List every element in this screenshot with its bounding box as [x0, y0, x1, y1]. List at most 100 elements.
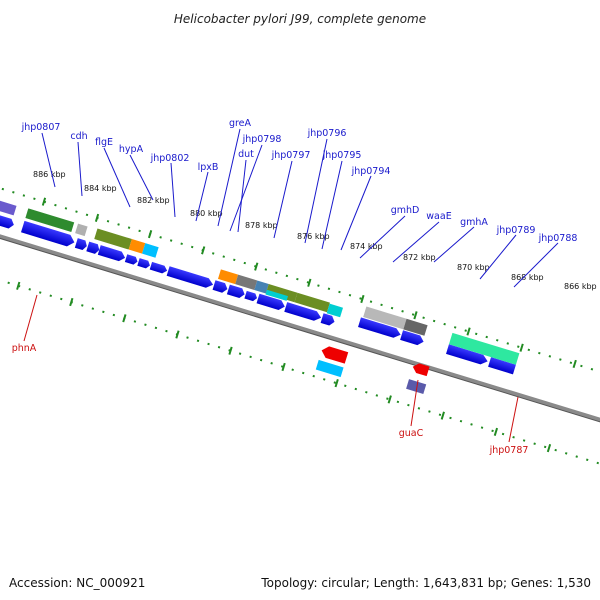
gene-label-gmhd[interactable]: gmhD: [391, 205, 420, 216]
gene-label-hypa[interactable]: hypA: [119, 144, 144, 155]
gene-bar: [235, 274, 258, 291]
kbp-label: 870 kbp: [457, 263, 490, 272]
outer-major-tick: [94, 213, 100, 223]
gene-features: [0, 200, 520, 365]
kbp-label: 882 kbp: [137, 196, 170, 205]
outer-major-tick: [360, 294, 365, 304]
gene-label-jhp0802[interactable]: jhp0802: [150, 153, 190, 164]
map-title: Helicobacter pylori J99, complete genome: [174, 12, 426, 26]
cds-arrow: [74, 238, 87, 251]
outer-major-tick: [254, 262, 259, 271]
outer-major-tick: [201, 246, 206, 255]
outer-major-tick: [413, 311, 418, 320]
gene-label-jhp0798[interactable]: jhp0798: [242, 134, 282, 145]
gene-bar: [294, 292, 330, 313]
kbp-label: 872 kbp: [403, 253, 436, 262]
outer-major-tick: [519, 343, 524, 352]
accession-text: Accession: NC_000921: [9, 576, 145, 590]
gene-bar: [25, 208, 75, 232]
inner-major-tick: [493, 427, 499, 436]
cds-arrow: [400, 330, 424, 346]
inner-major-tick: [334, 379, 339, 388]
outer-major-tick: [572, 359, 577, 369]
cds-arrow: [0, 215, 14, 229]
cds-arrow: [358, 317, 401, 338]
gene-label-waae[interactable]: waaE: [426, 211, 451, 222]
outer-major-tick: [147, 230, 153, 239]
cds-arrow: [244, 290, 258, 302]
outer-major-ticks: [41, 197, 577, 369]
gene-bar: [265, 283, 298, 303]
gene-bar: [142, 243, 159, 258]
inner-major-tick: [16, 281, 21, 290]
inner-major-ticks: [16, 281, 552, 453]
kbp-labels: 886 kbp 884 kbp 882 kbp 880 kbp 878 kbp …: [33, 170, 597, 291]
gene-label-jhp0789[interactable]: jhp0789: [496, 225, 536, 236]
kbp-label: 866 kbp: [564, 282, 597, 291]
cds-arrow: [86, 241, 100, 254]
gene-label-jhp0796[interactable]: jhp0796: [307, 128, 347, 139]
reverse-features: [315, 346, 430, 394]
kbp-label: 868 kbp: [511, 273, 544, 282]
cds-arrow: [137, 258, 150, 269]
gene-label-cdh[interactable]: cdh: [70, 131, 87, 142]
gene-bar: [128, 239, 146, 254]
gene-label-jhp0795[interactable]: jhp0795: [322, 150, 362, 161]
gene-bar: [448, 332, 520, 365]
inner-major-tick: [228, 346, 233, 355]
kbp-label: 880 kbp: [190, 209, 223, 218]
gene-label-jhp0797[interactable]: jhp0797: [271, 150, 311, 161]
gene-label-dut[interactable]: dut: [238, 149, 254, 160]
cds-arrow: [226, 284, 245, 298]
inner-tick-track: [0, 249, 600, 468]
gene-label-phna[interactable]: phnA: [12, 343, 37, 354]
kbp-label: 874 kbp: [350, 242, 383, 251]
outer-tick-track: [0, 165, 600, 384]
inner-major-tick: [281, 362, 286, 372]
cds-arrow: [97, 245, 126, 262]
reverse-callout-lines: [23, 294, 519, 443]
reverse-gene-labels: phnA guaC jhp0787: [12, 343, 529, 456]
gene-bar: [326, 303, 344, 318]
gene-label-flge[interactable]: flgE: [95, 137, 113, 148]
kbp-label: 886 kbp: [33, 170, 66, 179]
genome-track: [0, 165, 600, 468]
gene-bar: [94, 228, 132, 250]
cds-arrow: [149, 261, 168, 274]
gene-label-lpxb[interactable]: lpxB: [198, 162, 219, 173]
inner-major-tick: [387, 395, 392, 404]
gene-label-jhp0794[interactable]: jhp0794: [351, 166, 391, 177]
cds-features: [0, 215, 516, 375]
gene-label-jhp0788[interactable]: jhp0788: [538, 233, 578, 244]
reverse-arrow: [412, 363, 430, 377]
cds-arrow: [446, 344, 488, 365]
gene-label-guac[interactable]: guaC: [399, 428, 424, 439]
inner-major-tick: [175, 330, 180, 339]
outer-major-tick: [41, 197, 47, 206]
reverse-gene-bar: [315, 359, 344, 378]
cds-arrow: [212, 280, 228, 293]
cds-arrow: [256, 293, 285, 310]
kbp-label: 876 kbp: [297, 232, 330, 241]
gene-bar: [0, 200, 17, 216]
gene-label-grea[interactable]: greA: [229, 118, 252, 129]
gene-label-jhp0807[interactable]: jhp0807: [21, 122, 61, 133]
genome-summary-text: Topology: circular; Length: 1,643,831 bp…: [260, 576, 591, 590]
kbp-label: 884 kbp: [84, 184, 117, 193]
cds-arrow: [488, 357, 516, 375]
kbp-label: 878 kbp: [245, 221, 278, 230]
outer-major-tick: [307, 278, 312, 287]
backbone-shadow: [0, 211, 600, 430]
gene-bar: [265, 289, 289, 301]
inner-major-tick: [440, 411, 445, 420]
gene-label-jhp0787[interactable]: jhp0787: [489, 445, 529, 456]
gene-label-gmha[interactable]: gmhA: [460, 217, 488, 228]
cds-arrow: [166, 266, 214, 288]
reverse-gene-bar: [406, 379, 427, 394]
reverse-arrow: [321, 346, 349, 364]
gene-bar: [75, 223, 88, 237]
cds-arrow: [284, 302, 322, 321]
cds-arrow: [124, 254, 138, 265]
gene-bar: [363, 306, 407, 330]
